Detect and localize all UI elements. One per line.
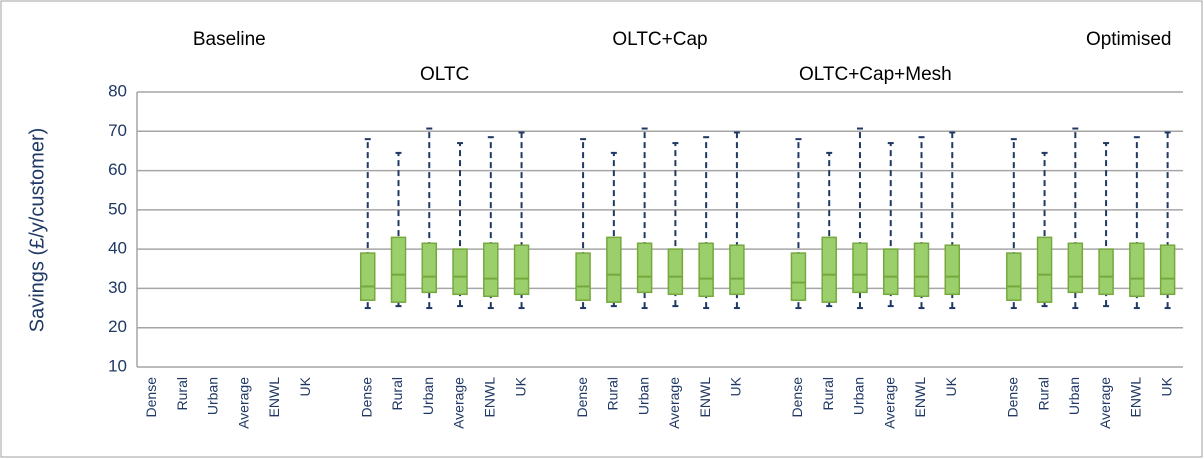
x-tick-label: Average [1097,377,1113,429]
box [390,236,407,303]
x-tick-label: Average [666,377,682,429]
box [821,236,837,303]
x-tick-label: UK [943,376,959,396]
x-tick-label: Rural [605,377,621,410]
x-tick-label: UK [297,376,313,396]
x-tick-label: Urban [205,377,221,415]
box [944,244,961,296]
x-tick-label: Urban [851,377,867,415]
box [452,248,468,296]
group-label: OLTC [420,64,469,85]
y-tick-label: 30 [108,278,127,297]
box [1006,252,1022,301]
box [1067,242,1084,294]
x-tick-label: ENWL [481,377,497,418]
y-tick-label: 40 [108,239,127,258]
x-tick-label: Average [451,377,467,429]
x-tick-label: UK [728,376,744,396]
box [729,244,745,296]
y-tick-label: 60 [108,160,127,179]
x-tick-label: ENWL [266,377,282,418]
x-tick-label: Dense [358,377,374,418]
box [359,252,376,301]
box [606,236,622,303]
box [636,242,653,294]
x-tick-label: Rural [389,377,405,410]
x-tick-label: UK [512,376,528,396]
box [1129,242,1145,298]
box [667,248,684,296]
y-tick-label: 80 [108,81,127,100]
group-label: Optimised [1086,29,1172,50]
box [575,252,591,301]
y-tick-label: 20 [108,317,127,336]
x-tick-label: Average [881,377,897,429]
x-tick-label: Average [235,377,251,429]
x-tick-label: Rural [820,377,836,410]
x-tick-label: Dense [789,377,805,418]
x-tick-label: Rural [1035,377,1051,410]
y-tick-label: 50 [108,199,127,218]
box [1036,236,1053,303]
box [513,244,530,296]
x-tick-label: Rural [174,377,190,410]
x-tick-label: Dense [143,377,159,418]
box [1159,244,1176,296]
box [483,242,499,298]
box [421,242,438,294]
box [698,242,714,298]
x-tick-label: ENWL [1128,377,1144,418]
box [882,248,899,296]
group-label: OLTC+Cap [612,29,707,50]
box [1098,248,1114,296]
x-tick-label: Urban [420,377,436,415]
x-tick-label: ENWL [912,377,928,418]
x-tick-label: Urban [635,377,651,415]
box [790,252,807,301]
box [913,242,930,298]
x-tick-label: UK [1158,376,1174,396]
group-label: OLTC+Cap+Mesh [799,64,952,85]
x-tick-label: Urban [1066,377,1082,415]
y-tick-label: 10 [108,356,127,375]
y-axis-label: Savings (£/y/customer) [26,128,48,333]
x-tick-label: Dense [574,377,590,418]
x-tick-label: Dense [1004,377,1020,418]
group-label: Baseline [193,29,266,50]
y-tick-label: 70 [108,121,127,140]
x-tick-label: ENWL [697,377,713,418]
box [852,242,868,294]
